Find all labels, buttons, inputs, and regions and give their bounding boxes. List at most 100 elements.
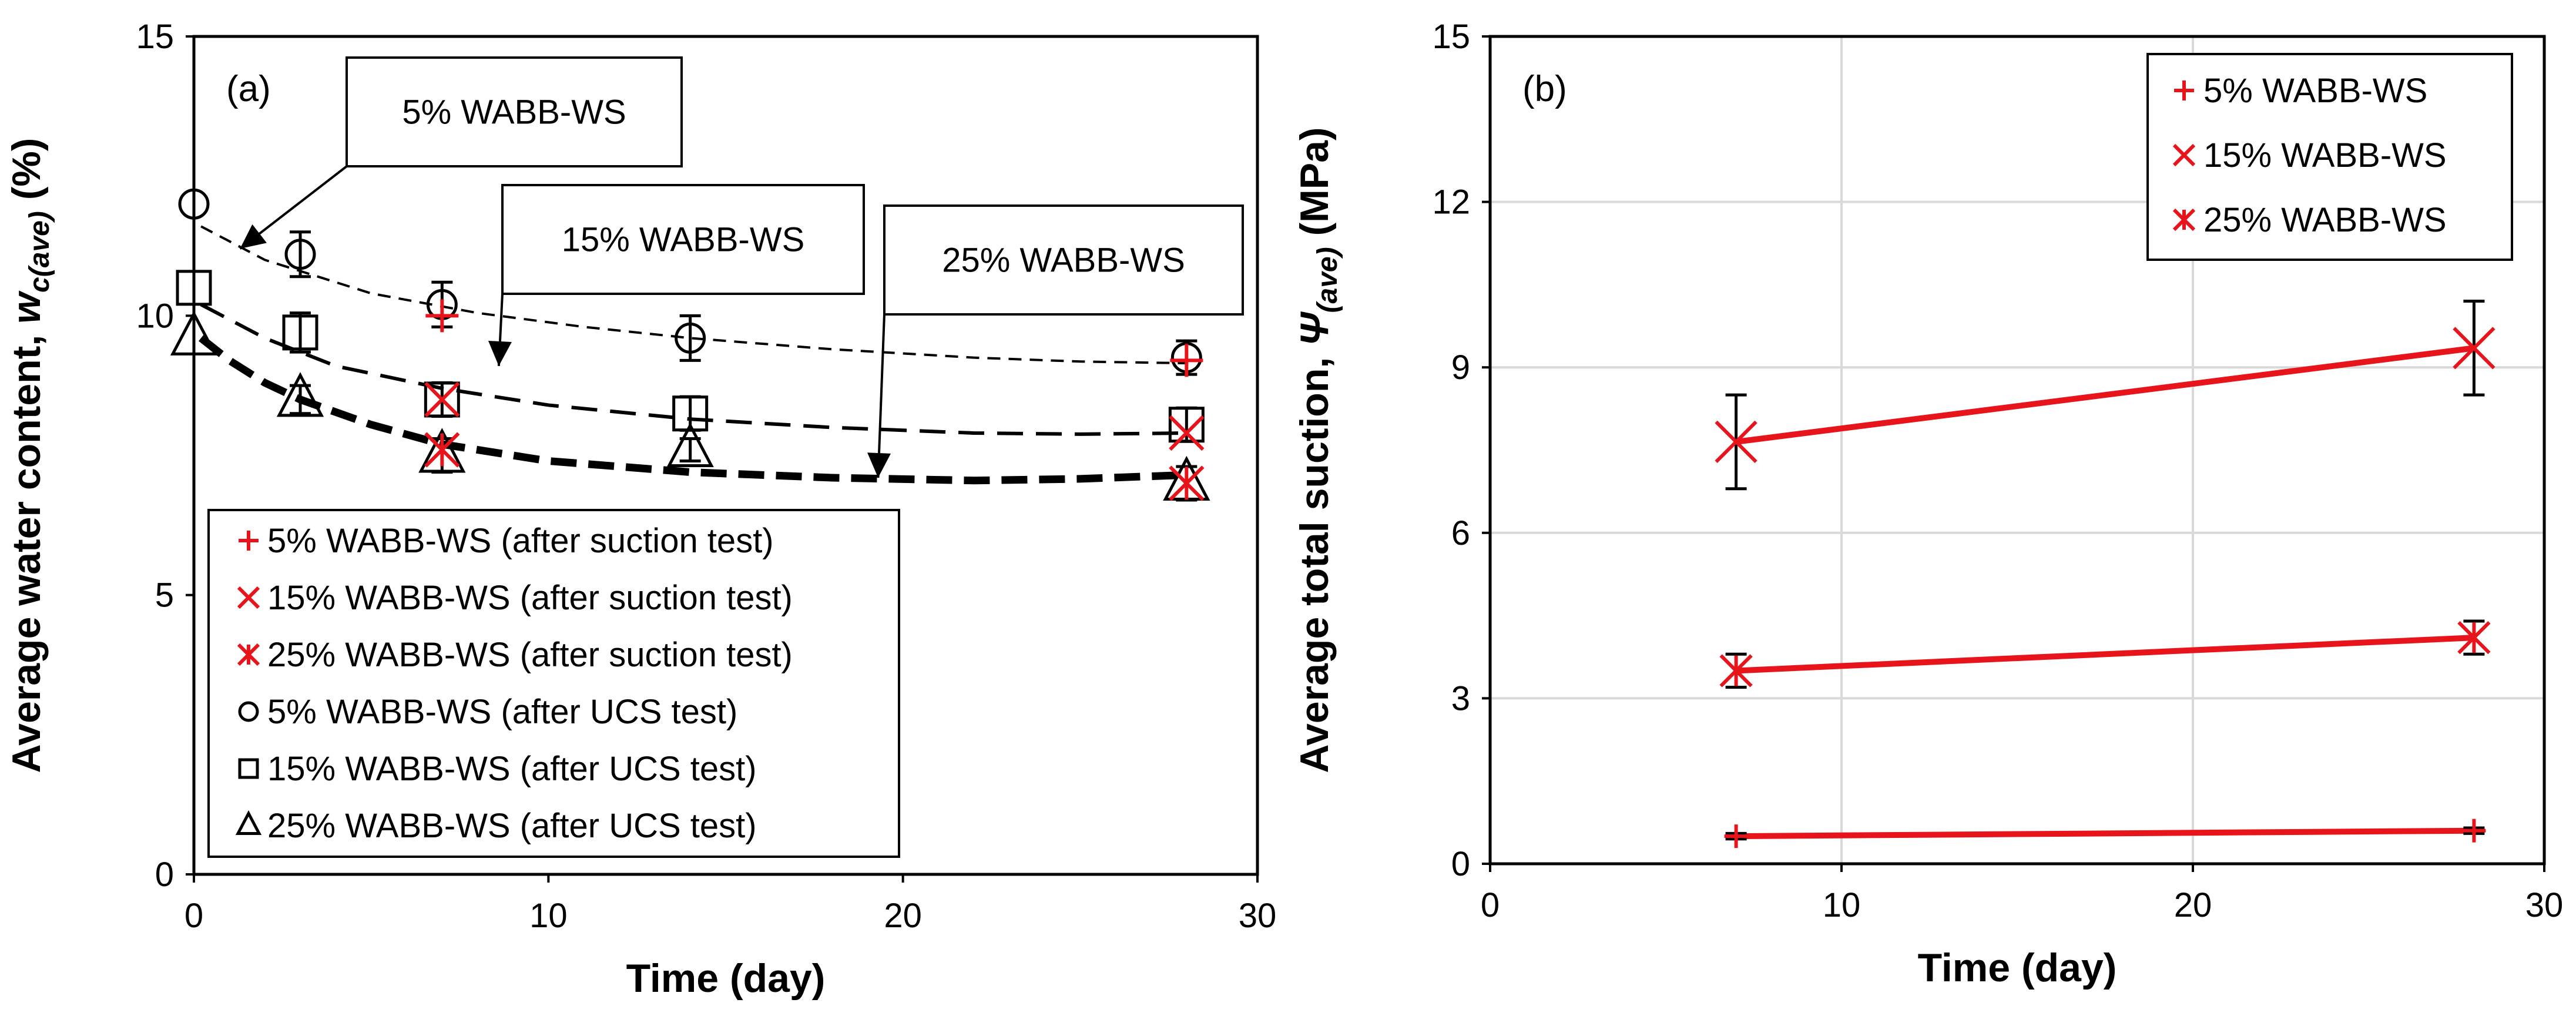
- trendline-0: [200, 225, 1187, 365]
- legend-item: 25% WABB-WS (after UCS test): [235, 807, 757, 845]
- data-point-shape: [675, 322, 706, 354]
- data-point: [666, 422, 714, 467]
- data-point: [170, 310, 218, 355]
- panel-label: (b): [1522, 69, 1567, 109]
- data-point: [284, 239, 316, 270]
- data-point: [1168, 407, 1205, 443]
- legend-item: 25% WABB-WS: [2172, 201, 2447, 239]
- data-point-shape: [178, 188, 210, 220]
- series-1: [176, 270, 1205, 443]
- legend-label: 5% WABB-WS: [2203, 72, 2427, 110]
- y-axis-title-symbol: Ψ: [1292, 311, 1337, 346]
- legend-marker: [238, 701, 259, 722]
- panel-b: 0 10 20 30 0 3 6 9 12 15 Time (day) Average total s…: [1292, 18, 2563, 990]
- data-point: [1169, 415, 1205, 451]
- y-tick-label: 9: [1451, 348, 1470, 387]
- y-tick-label: 15: [136, 18, 174, 56]
- annotation-arrowhead: [240, 224, 267, 249]
- annotation-arrowhead: [488, 340, 512, 366]
- legend-label: 15% WABB-WS: [2203, 136, 2447, 175]
- legend-marker: [2172, 143, 2196, 167]
- data-point-d2: [424, 381, 460, 418]
- legend-marker: [2172, 208, 2196, 232]
- data-point: [1724, 824, 1748, 848]
- data-point: [424, 432, 460, 468]
- legend-item: 5% WABB-WS (after suction test): [239, 522, 774, 560]
- legend-item: 25% WABB-WS (after suction test): [237, 636, 793, 674]
- y-tick-label: 15: [1432, 18, 1470, 56]
- x-tick-label: 0: [1481, 886, 1500, 924]
- y-axis-title-suffix: (%): [4, 138, 49, 212]
- annotation-leader: [877, 314, 886, 478]
- plot-frame: [1488, 35, 2546, 866]
- legend-marker: [235, 810, 262, 835]
- data-point: [276, 372, 324, 417]
- legend-item: 5% WABB-WS: [2174, 72, 2427, 110]
- annotation-arrowhead: [867, 452, 891, 478]
- legend-marker-d2: [2172, 143, 2196, 167]
- legend: 5% WABB-WS (after suction test) 15% WABB-…: [207, 509, 900, 858]
- x-tick-label: 20: [2174, 886, 2212, 924]
- x-axis-title: Time (day): [626, 956, 826, 1001]
- legend-marker-d2: [237, 586, 260, 609]
- series-0: [1724, 819, 2486, 848]
- legend-marker: [237, 643, 260, 666]
- annotation-callout: 15% WABB-WS: [488, 184, 865, 366]
- annotation-box: [883, 204, 1244, 316]
- y-tick-label: 6: [1451, 514, 1470, 552]
- data-point-shape: [284, 239, 316, 270]
- y-tick-label: 0: [155, 856, 174, 894]
- y-tick-label: 5: [155, 576, 174, 615]
- data-point: [424, 381, 460, 418]
- series-2: [1715, 300, 2496, 491]
- data-point: [425, 299, 459, 333]
- series-4: [424, 381, 1205, 451]
- y-axis-title-subscript: c(ave): [24, 211, 55, 293]
- panel-label: (a): [226, 69, 271, 109]
- annotation-callout: 5% WABB-WS: [239, 56, 683, 250]
- series-3: [425, 299, 1203, 377]
- legend-marker: [239, 531, 259, 551]
- legend-frame: [2146, 53, 2513, 261]
- x-tick-label: 10: [529, 897, 568, 935]
- y-tick-label: 0: [1451, 845, 1470, 883]
- data-point-shape: [672, 395, 709, 432]
- trendline-2: [199, 335, 1187, 485]
- y-tick-label: 3: [1451, 679, 1470, 717]
- x-tick-label: 30: [1239, 897, 1277, 935]
- data-point: [2457, 621, 2491, 655]
- data-point-shape: [170, 310, 218, 355]
- x-tick-label: 20: [884, 897, 922, 935]
- annotation-box: [501, 184, 865, 295]
- legend-marker-shape: [235, 810, 262, 835]
- y-tick-label: 12: [1432, 183, 1470, 222]
- annotation-box: [346, 56, 683, 167]
- legend-label: 5% WABB-WS (after UCS test): [267, 693, 737, 731]
- legend-item: 5% WABB-WS (after UCS test): [238, 693, 737, 731]
- legend-frame: [207, 509, 900, 858]
- data-point: [418, 428, 466, 473]
- data-point: [176, 270, 212, 306]
- y-tick-label: 10: [136, 297, 174, 335]
- data-point: [178, 188, 210, 220]
- x-tick-label: 30: [2525, 886, 2564, 924]
- series-line: [1735, 345, 2475, 445]
- x-tick-label: 0: [185, 897, 203, 935]
- legend-marker-shape: [238, 701, 259, 722]
- data-point-d2: [2453, 327, 2496, 370]
- x-tick-label: 10: [1823, 886, 1861, 924]
- annotation-text: 15% WABB-WS: [562, 221, 805, 259]
- legend-label: 25% WABB-WS (after suction test): [267, 636, 793, 674]
- legend-item: 15% WABB-WS: [2172, 136, 2447, 175]
- plot-frame: [192, 35, 1259, 876]
- series-line: [1736, 635, 2474, 674]
- data-point: [1715, 420, 1757, 464]
- legend-item: 15% WABB-WS (after suction test): [237, 579, 793, 617]
- series-line: [1736, 827, 2474, 840]
- data-point: [1169, 465, 1205, 501]
- data-point-shape: [282, 314, 318, 351]
- data-point-shape: [1168, 407, 1205, 443]
- data-point: [1170, 344, 1203, 377]
- data-point-shape: [418, 428, 466, 473]
- legend-marker: [2174, 81, 2194, 100]
